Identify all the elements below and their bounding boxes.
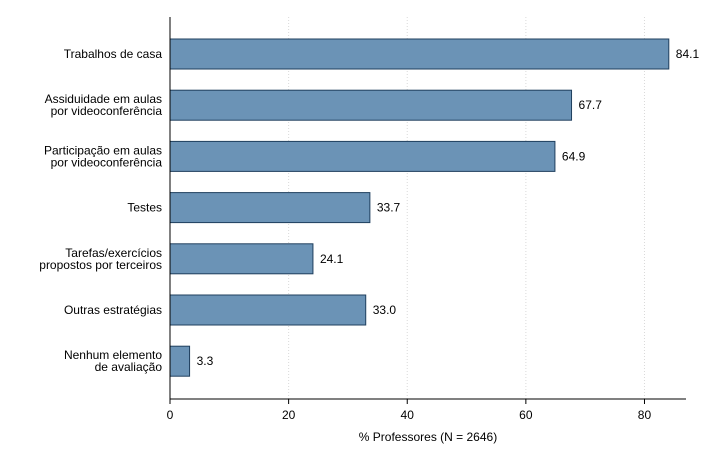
category-label: Assiduidade em aulas por videoconferência bbox=[45, 92, 163, 118]
category-label: Tarefas/exercícios propostos por terceiro… bbox=[39, 246, 162, 272]
x-tick-label: 40 bbox=[401, 408, 415, 422]
x-tick-label: 60 bbox=[519, 408, 533, 422]
gridlines bbox=[288, 17, 645, 399]
category-label: Outras estratégias bbox=[64, 303, 162, 317]
x-tick-label: 20 bbox=[282, 408, 296, 422]
value-label: 3.3 bbox=[197, 354, 214, 368]
category-label: Trabalhos de casa bbox=[64, 47, 163, 61]
value-label: 64.9 bbox=[562, 149, 586, 163]
axes bbox=[169, 17, 686, 400]
value-labels: 84.1 67.7 64.9 33.7 24.1 33.0 3.3 bbox=[197, 47, 700, 368]
value-label: 33.0 bbox=[373, 303, 397, 317]
x-axis-title: % Professores (N = 2646) bbox=[359, 430, 497, 444]
value-label: 33.7 bbox=[377, 201, 401, 215]
bar bbox=[169, 38, 670, 70]
x-ticks: 0 20 40 60 80 bbox=[167, 399, 652, 422]
value-label: 67.7 bbox=[579, 98, 603, 112]
value-label: 84.1 bbox=[676, 47, 700, 61]
x-tick-label: 80 bbox=[638, 408, 652, 422]
bar bbox=[169, 140, 556, 172]
category-label: Participação em aulas por videoconferênci… bbox=[44, 143, 162, 169]
category-labels: Trabalhos de casa Assiduidade em aulas por… bbox=[39, 47, 162, 374]
bar bbox=[169, 89, 573, 121]
bar bbox=[169, 294, 367, 326]
category-label: Nenhum elemento de avaliação bbox=[64, 348, 162, 374]
value-label: 24.1 bbox=[320, 252, 344, 266]
bar bbox=[169, 192, 371, 224]
bar bbox=[169, 345, 191, 377]
bars bbox=[169, 38, 670, 377]
x-tick-label: 0 bbox=[167, 408, 174, 422]
bar bbox=[169, 243, 314, 275]
category-label: Testes bbox=[127, 201, 162, 215]
